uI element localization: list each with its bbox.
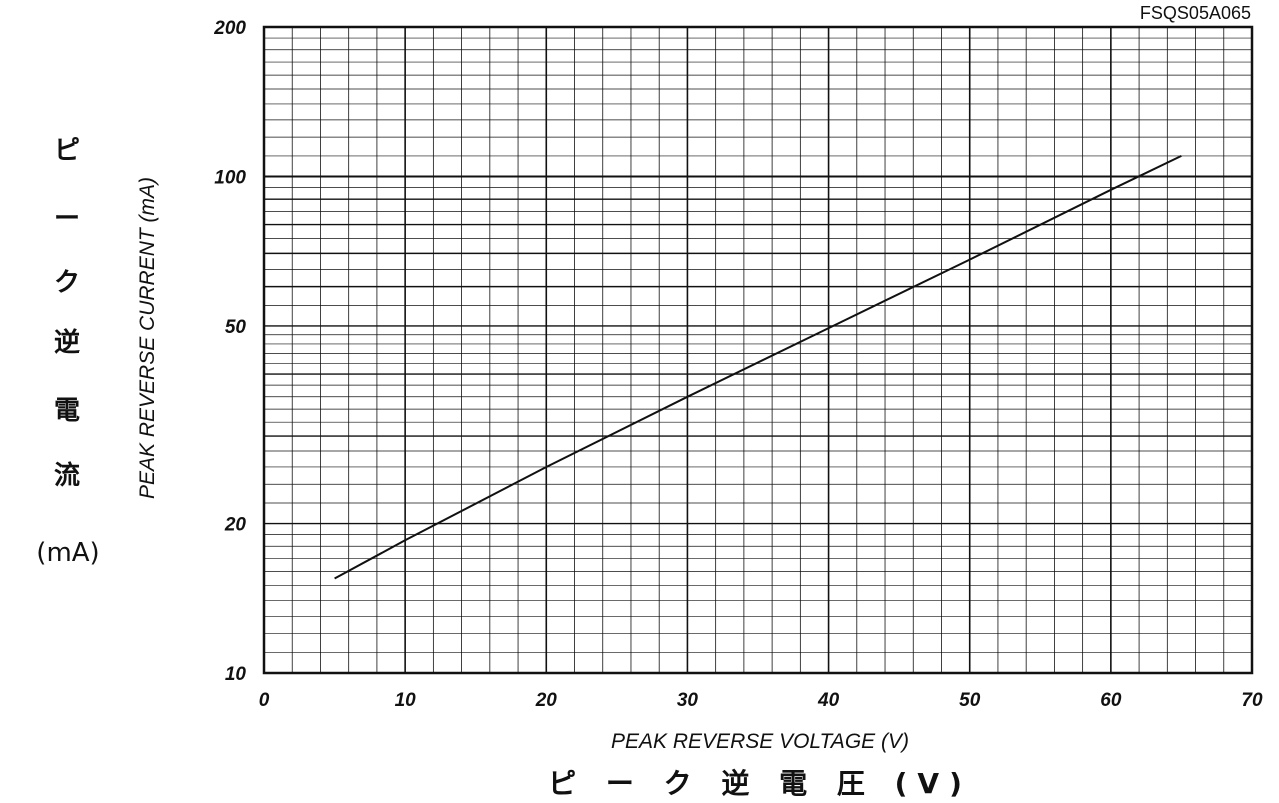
y-tick-labels: 10 20 50 100 200	[213, 18, 246, 685]
x-tick-label: 10	[395, 690, 417, 711]
series-line	[334, 154, 1182, 580]
x-tick-labels: 0 10 20 30 40 50 60 70	[259, 690, 1263, 711]
x-tick-label: 30	[677, 690, 699, 711]
x-tick-label: 60	[1100, 690, 1122, 711]
x-tick-label: 0	[259, 690, 270, 711]
x-axis-label-jp: ピ ー ク 逆 電 圧 (V)	[548, 767, 972, 800]
y-axis-unit-jp: (mA)	[36, 538, 100, 568]
part-number: FSQS05A065	[1139, 3, 1251, 23]
plot-frame	[262, 25, 1254, 675]
y-axis-label-jp-char: 流	[53, 461, 80, 491]
y-tick-label: 200	[213, 18, 246, 39]
x-tick-label: 50	[959, 690, 981, 711]
x-tick-label: 70	[1241, 690, 1263, 711]
y-tick-label: 100	[214, 167, 246, 188]
y-axis-label-jp-char: ピ	[53, 136, 80, 166]
y-axis-label-jp-char: 逆	[53, 328, 80, 358]
x-tick-label: 20	[535, 690, 558, 711]
y-axis-label-jp-char: ク	[53, 268, 80, 298]
grid-major	[264, 27, 1252, 673]
y-axis-label-jp-char: ー	[53, 204, 80, 234]
y-tick-label: 20	[224, 515, 247, 536]
y-axis-label-text: PEAK REVERSE CURRENT (mA)	[136, 176, 159, 500]
y-tick-label: 10	[225, 664, 247, 685]
x-axis-label: PEAK REVERSE VOLTAGE (V)	[611, 730, 909, 753]
y-tick-label: 50	[225, 317, 247, 338]
grid-minor	[264, 27, 1252, 673]
x-tick-label: 40	[817, 690, 840, 711]
y-axis-label-jp-char: 電	[53, 396, 80, 426]
